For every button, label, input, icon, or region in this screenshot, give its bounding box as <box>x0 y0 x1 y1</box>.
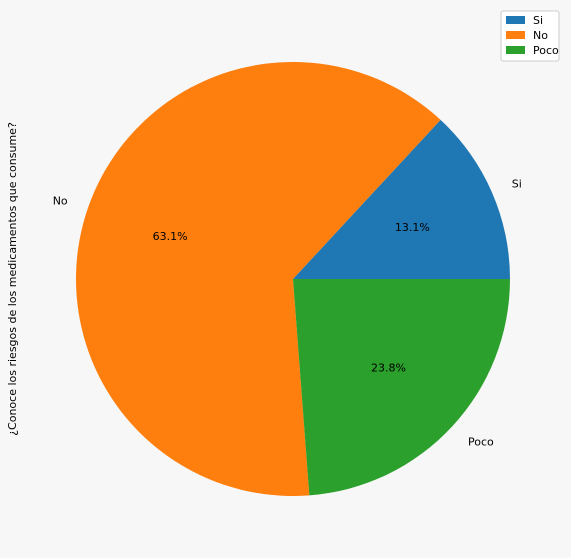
y-axis-label: ¿Conoce los riesgos de los medicamentos … <box>6 122 19 436</box>
legend-swatch-si <box>506 16 525 24</box>
pie-slice-no <box>75 61 441 497</box>
pie-slice-poco <box>293 279 510 496</box>
legend: Si No Poco <box>500 10 560 62</box>
legend-label-poco: Poco <box>533 44 559 57</box>
legend-label-no: No <box>533 29 548 42</box>
slice-label-no: No <box>53 194 68 207</box>
slice-label-si: Si <box>512 178 522 191</box>
legend-swatch-poco <box>506 46 525 54</box>
pie-slices <box>75 61 510 497</box>
pie-labels: Si 13.1% No 63.1% Poco 23.8% <box>53 178 522 449</box>
pie-slice-si <box>293 119 510 279</box>
percent-label-no: 63.1% <box>153 230 188 243</box>
slice-label-poco: Poco <box>468 435 494 448</box>
percent-label-poco: 23.8% <box>371 362 406 375</box>
legend-label-si: Si <box>533 14 543 27</box>
legend-swatch-no <box>506 31 525 39</box>
percent-label-si: 13.1% <box>395 221 430 234</box>
